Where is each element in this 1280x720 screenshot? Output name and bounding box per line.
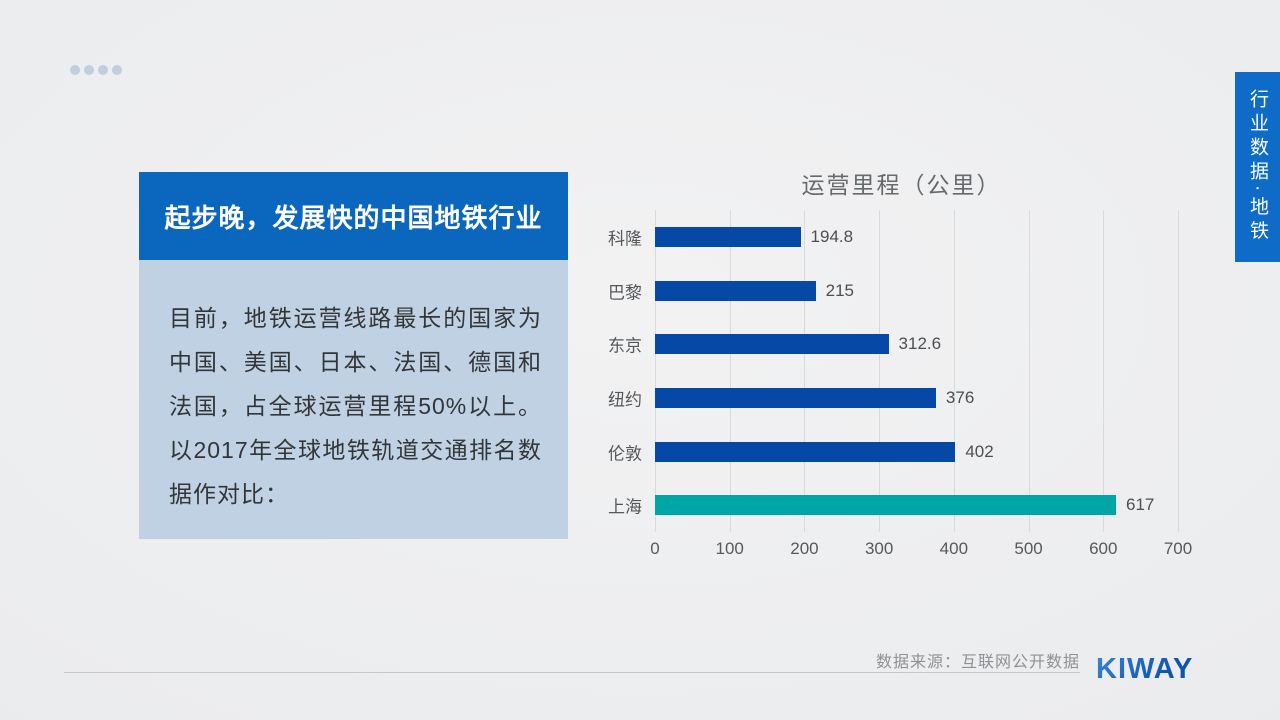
bar-value-label: 402: [965, 441, 994, 461]
gridline: [655, 210, 656, 532]
bar-value-label: 215: [825, 280, 854, 300]
bar-category-label: 东京: [608, 336, 642, 356]
bar-row: 科隆 194.8: [608, 226, 1178, 248]
dot-icon: [98, 65, 108, 75]
data-source-note: 数据来源：互联网公开数据: [875, 654, 1080, 671]
x-tick-label: 400: [939, 539, 969, 558]
dot-icon: [70, 65, 80, 75]
slide-decoration-dots: [70, 65, 122, 75]
gridline: [1103, 210, 1105, 532]
kiway-logo: KIWAY: [1096, 653, 1194, 685]
x-tick-label: 100: [715, 539, 744, 558]
bar: [655, 280, 816, 301]
bar-row: 上海 617: [608, 495, 1178, 517]
bar: [655, 441, 956, 462]
dot-icon: [84, 65, 94, 75]
x-tick-label: 300: [864, 539, 894, 558]
gridline: [729, 210, 731, 532]
x-tick-label: 0: [650, 539, 660, 558]
side-tab: 行业数据·地铁: [1235, 72, 1280, 262]
bar-category-label: 纽约: [608, 390, 642, 410]
bar-value-label: 376: [945, 387, 975, 407]
x-tick-label: 500: [1014, 539, 1043, 558]
section-title: 起步晚，发展快的中国地铁行业: [164, 202, 543, 233]
bar-category-label: 伦敦: [608, 444, 642, 463]
bar: [655, 334, 889, 355]
gridline: [1178, 210, 1179, 532]
bar: [655, 226, 801, 247]
chart-title: 运营里程（公里）: [801, 172, 1002, 198]
gridline: [1028, 210, 1030, 532]
chart-x-axis: 0 100 200 300 400 500 600 700: [650, 539, 1192, 561]
x-tick-label: 200: [790, 539, 819, 558]
bar-value-label: 617: [1125, 495, 1155, 515]
gridline: [879, 210, 881, 532]
bar-row: 纽约 376: [608, 387, 1178, 409]
bar: [655, 495, 1116, 516]
gridline: [804, 210, 806, 532]
bar-chart-plot-area: 科隆 194.8 巴黎 215 东京 312.6 纽约 376 伦敦 402 上海 617: [608, 210, 1179, 532]
footer-divider: [64, 672, 1080, 673]
bar-row: 巴黎 215: [608, 280, 1178, 302]
x-tick-label: 700: [1163, 539, 1193, 558]
bar-row: 伦敦 402: [608, 441, 1178, 463]
section-body-box: 目前，地铁运营线路最长的国家为中国、美国、日本、法国、德国和法国，占全球运营里程…: [139, 260, 568, 539]
side-tab-label: 行业数据·地铁: [1247, 89, 1268, 245]
gridline: [953, 210, 955, 532]
bar-category-label: 巴黎: [608, 283, 642, 302]
bar: [655, 387, 936, 408]
section-title-box: 起步晚，发展快的中国地铁行业: [139, 172, 568, 260]
bar-row: 东京 312.6: [608, 334, 1178, 356]
bar-value-label: 194.8: [810, 226, 854, 246]
x-tick-label: 600: [1089, 539, 1118, 558]
dot-icon: [112, 65, 122, 75]
bar-category-label: 科隆: [608, 229, 642, 249]
section-body-text: 目前，地铁运营线路最长的国家为中国、美国、日本、法国、德国和法国，占全球运营里程…: [169, 305, 542, 507]
bar-category-label: 上海: [608, 497, 642, 517]
bar-value-label: 312.6: [898, 334, 942, 354]
